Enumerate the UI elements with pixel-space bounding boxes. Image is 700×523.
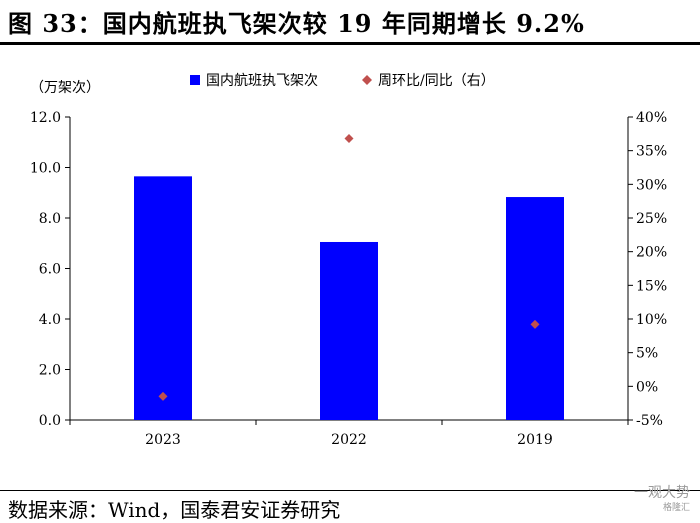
watermark-line2: 格隆汇 (662, 503, 690, 513)
y-left-tick-label: 12.0 (30, 110, 61, 126)
y-right-tick-label: 5% (636, 346, 658, 362)
point-2023 (158, 391, 168, 401)
title-rule (0, 42, 700, 45)
chart-legend: 国内航班执飞架次 周环比/同比（右） (190, 73, 495, 89)
bar-2022 (320, 241, 378, 420)
y-right-tick-label: 0% (636, 379, 658, 395)
chart-svg: 0.0 2.0 4.0 6.0 8.0 10.0 12.0 -5% 0% 5% 10% 15% 20% 2… (30, 73, 667, 448)
chart-marks (134, 134, 564, 420)
point-2022 (344, 134, 354, 144)
y-left-tick-label: 4.0 (39, 312, 61, 328)
x-tick-label: 2022 (331, 432, 367, 448)
y-axis-unit-label: （万架次） (30, 80, 100, 96)
legend-swatch-points (362, 75, 372, 85)
bar-2019 (506, 197, 564, 420)
watermark: 一观大势 格隆汇 (634, 486, 690, 516)
y-left-tick-label: 2.0 (39, 363, 61, 379)
y-left-tick-label: 8.0 (39, 211, 61, 227)
y-right-tick-label: 25% (636, 211, 667, 227)
y-right-tick-label: 30% (636, 177, 667, 193)
y-right-tick-label: 35% (636, 144, 667, 160)
chart-axes: 0.0 2.0 4.0 6.0 8.0 10.0 12.0 -5% 0% 5% 10% 15% 20% 2… (30, 80, 667, 448)
y-right-tick-label: 10% (636, 312, 667, 328)
legend-label-bars: 国内航班执飞架次 (206, 73, 318, 89)
legend-label-points: 周环比/同比（右） (378, 73, 495, 89)
figure-title: 图 33：国内航班执飞架次较 19 年同期增长 9.2% (8, 9, 585, 38)
y-right-tick-label: 15% (636, 278, 667, 294)
watermark-line1: 一观大势 (634, 485, 690, 501)
bar-2023 (134, 176, 192, 420)
y-left-tick-label: 0.0 (39, 413, 61, 429)
x-tick-label: 2023 (145, 432, 181, 448)
y-right-tick-label: -5% (636, 413, 663, 429)
point-2019 (530, 319, 540, 329)
x-tick-label: 2019 (517, 432, 553, 448)
source-rule (0, 490, 700, 491)
source-note: 数据来源：Wind，国泰君安证券研究 (8, 498, 341, 522)
y-right-tick-label: 20% (636, 245, 667, 261)
legend-swatch-bars (190, 75, 200, 85)
y-right-tick-label: 40% (636, 110, 667, 126)
y-left-tick-label: 10.0 (30, 161, 61, 177)
y-left-tick-label: 6.0 (39, 262, 61, 278)
